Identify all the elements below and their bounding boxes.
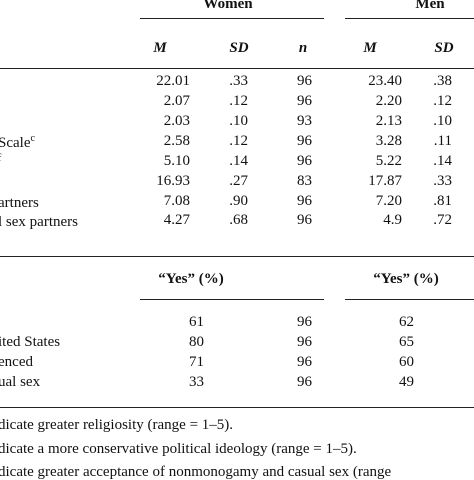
- men-header-rule: [345, 18, 474, 19]
- row-label: l sex partners: [0, 214, 78, 230]
- men-cell: 7.20: [375, 193, 402, 209]
- men-yes-rule: [345, 299, 474, 300]
- women-cell: 2.58: [163, 133, 190, 149]
- women-yes-cell: 71: [189, 354, 204, 370]
- women-cell: 96: [297, 93, 312, 109]
- men-yes-cell: 49: [399, 374, 414, 390]
- men-cell: 2.20: [375, 93, 402, 109]
- women-cell: .10: [229, 113, 248, 129]
- women-cell: 7.08: [163, 193, 190, 209]
- women-cell: 96: [297, 153, 312, 169]
- men-yes-cell: 60: [399, 354, 414, 370]
- footnote-3: dicate greater acceptance of nonmonogamy…: [0, 464, 392, 480]
- women-cell: 22.01: [156, 73, 190, 89]
- men-yes-cell: 65: [399, 334, 414, 350]
- women-yes-cell: 96: [297, 354, 312, 370]
- footnote-1: dicate greater religiosity (range = 1–5)…: [0, 417, 234, 433]
- women-cell: 96: [297, 193, 312, 209]
- yes-row-label: ual sex: [0, 374, 41, 390]
- women-cell: 96: [297, 212, 312, 228]
- women-group-header: Women: [203, 0, 253, 12]
- women-cell: .68: [229, 212, 248, 228]
- row-label: artners: [0, 195, 39, 211]
- men-cell: 4.9: [383, 212, 402, 228]
- women-yes-cell: 96: [297, 314, 312, 330]
- women-cell: 2.03: [163, 113, 190, 129]
- men-group-header: Men: [415, 0, 445, 12]
- women-cell: 4.27: [163, 212, 190, 228]
- women-yes-cell: 61: [189, 314, 204, 330]
- men-cell: .33: [433, 173, 452, 189]
- row-label: f: [0, 154, 1, 171]
- table-bottom-rule: [0, 407, 474, 408]
- col-header-women-n: n: [298, 40, 308, 56]
- men-yes-header: “Yes” (%): [373, 271, 439, 287]
- women-cell: .90: [229, 193, 248, 209]
- women-yes-cell: 96: [297, 374, 312, 390]
- yes-row-label: enced: [0, 354, 33, 370]
- men-cell: 2.13: [375, 113, 402, 129]
- col-header-women-m: M: [153, 40, 167, 56]
- men-cell: 23.40: [368, 73, 402, 89]
- women-cell: .33: [229, 73, 248, 89]
- women-yes-rule: [140, 299, 324, 300]
- men-cell: .12: [433, 93, 452, 109]
- men-cell: .11: [433, 133, 452, 149]
- col-header-women-sd: SD: [229, 40, 249, 56]
- women-cell: .14: [229, 153, 248, 169]
- men-cell: .38: [433, 73, 452, 89]
- women-cell: .27: [229, 173, 248, 189]
- men-cell: .81: [433, 193, 452, 209]
- women-cell: .12: [229, 133, 248, 149]
- col-header-men-sd: SD: [434, 40, 454, 56]
- men-cell: 17.87: [368, 173, 402, 189]
- column-header-rule: [0, 68, 474, 69]
- women-cell: 96: [297, 73, 312, 89]
- yes-row-label: ited States: [0, 334, 61, 350]
- row-label: Scalec: [0, 133, 35, 151]
- men-cell: .14: [433, 153, 452, 169]
- men-cell: 5.22: [375, 153, 402, 169]
- footnote-2: dicate a more conservative political ide…: [0, 441, 357, 457]
- women-header-rule: [140, 18, 324, 19]
- women-yes-cell: 80: [189, 334, 204, 350]
- women-cell: 83: [297, 173, 312, 189]
- women-cell: 16.93: [156, 173, 190, 189]
- section-rule: [0, 256, 474, 257]
- men-cell: 3.28: [375, 133, 402, 149]
- women-cell: 96: [297, 133, 312, 149]
- women-cell: .12: [229, 93, 248, 109]
- men-yes-cell: 62: [399, 314, 414, 330]
- col-header-men-m: M: [363, 40, 377, 56]
- women-cell: 93: [297, 113, 312, 129]
- men-cell: .72: [433, 212, 452, 228]
- women-yes-cell: 33: [189, 374, 204, 390]
- women-cell: 5.10: [163, 153, 190, 169]
- women-cell: 2.07: [163, 93, 190, 109]
- women-yes-cell: 96: [297, 334, 312, 350]
- men-cell: .10: [433, 113, 452, 129]
- women-yes-header: “Yes” (%): [158, 271, 224, 287]
